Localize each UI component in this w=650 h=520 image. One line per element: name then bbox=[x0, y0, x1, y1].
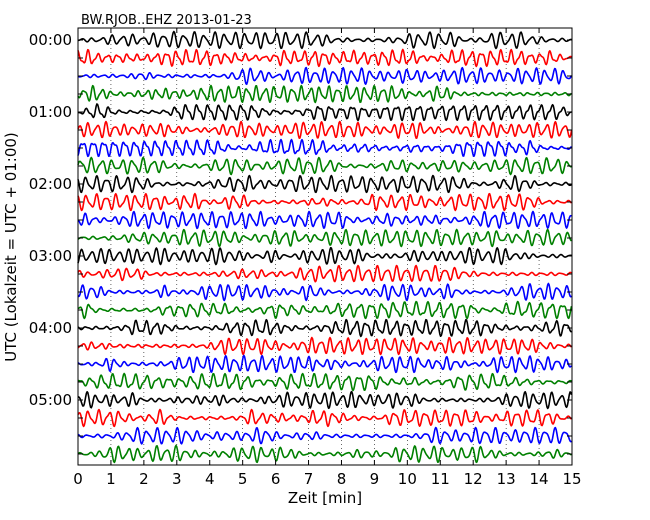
x-tick-label: 12 bbox=[464, 470, 483, 488]
x-tick-label: 4 bbox=[205, 470, 215, 488]
x-axis-ticks: 0 1 2 3 4 5 6 7 8 9 10 11 12 13 14 15 bbox=[73, 28, 582, 488]
x-tick-label: 6 bbox=[271, 470, 281, 488]
trace-row bbox=[77, 156, 572, 176]
plot-frame bbox=[77, 27, 573, 466]
trace-row bbox=[77, 210, 572, 230]
trace-row bbox=[77, 390, 573, 410]
trace-row bbox=[77, 48, 572, 68]
trace-row bbox=[77, 282, 573, 302]
trace-row bbox=[77, 192, 573, 212]
y-tick-label: 03:00 bbox=[29, 247, 72, 265]
trace-row bbox=[77, 354, 573, 374]
trace-row bbox=[77, 103, 572, 122]
trace-row bbox=[77, 444, 572, 464]
y-tick-label: 05:00 bbox=[29, 391, 72, 409]
x-tick-label: 11 bbox=[431, 470, 450, 488]
y-tick-label: 00:00 bbox=[29, 31, 72, 49]
trace-row bbox=[77, 426, 573, 445]
trace-row bbox=[77, 120, 573, 139]
trace-row bbox=[77, 318, 572, 338]
grid bbox=[110, 28, 540, 465]
trace-row bbox=[77, 66, 573, 86]
y-tick-label: 02:00 bbox=[29, 175, 72, 193]
y-tick-label: 04:00 bbox=[29, 319, 72, 337]
trace-row bbox=[77, 264, 572, 283]
trace-row bbox=[77, 174, 572, 194]
trace-row bbox=[77, 246, 572, 266]
x-tick-label: 9 bbox=[370, 470, 380, 488]
x-tick-label: 5 bbox=[238, 470, 248, 488]
traces bbox=[77, 30, 573, 464]
y-axis-label: UTC (Lokalzeit = UTC + 01:00) bbox=[2, 132, 20, 362]
y-axis-ticks: 00:00 01:00 02:00 03:00 04:00 05:00 bbox=[29, 31, 572, 455]
trace-row bbox=[77, 228, 572, 248]
y-tick-label: 01:00 bbox=[29, 103, 72, 121]
trace-row bbox=[77, 84, 573, 104]
x-tick-label: 14 bbox=[530, 470, 549, 488]
x-tick-label: 2 bbox=[139, 470, 149, 488]
x-tick-label: 13 bbox=[497, 470, 516, 488]
trace-row bbox=[77, 408, 573, 428]
chart-title: BW.RJOB..EHZ 2013-01-23 bbox=[81, 13, 252, 28]
trace-row bbox=[77, 30, 572, 50]
x-tick-label: 15 bbox=[562, 470, 581, 488]
trace-row bbox=[77, 138, 573, 158]
trace-row bbox=[77, 372, 572, 392]
x-axis-label: Zeit [min] bbox=[288, 489, 362, 507]
x-tick-label: 8 bbox=[337, 470, 347, 488]
trace-row bbox=[77, 300, 573, 320]
x-tick-label: 7 bbox=[304, 470, 314, 488]
trace-row bbox=[77, 336, 573, 356]
x-tick-label: 10 bbox=[398, 470, 417, 488]
x-tick-label: 3 bbox=[172, 470, 182, 488]
x-tick-label: 1 bbox=[106, 470, 116, 488]
x-tick-label: 0 bbox=[73, 470, 83, 488]
